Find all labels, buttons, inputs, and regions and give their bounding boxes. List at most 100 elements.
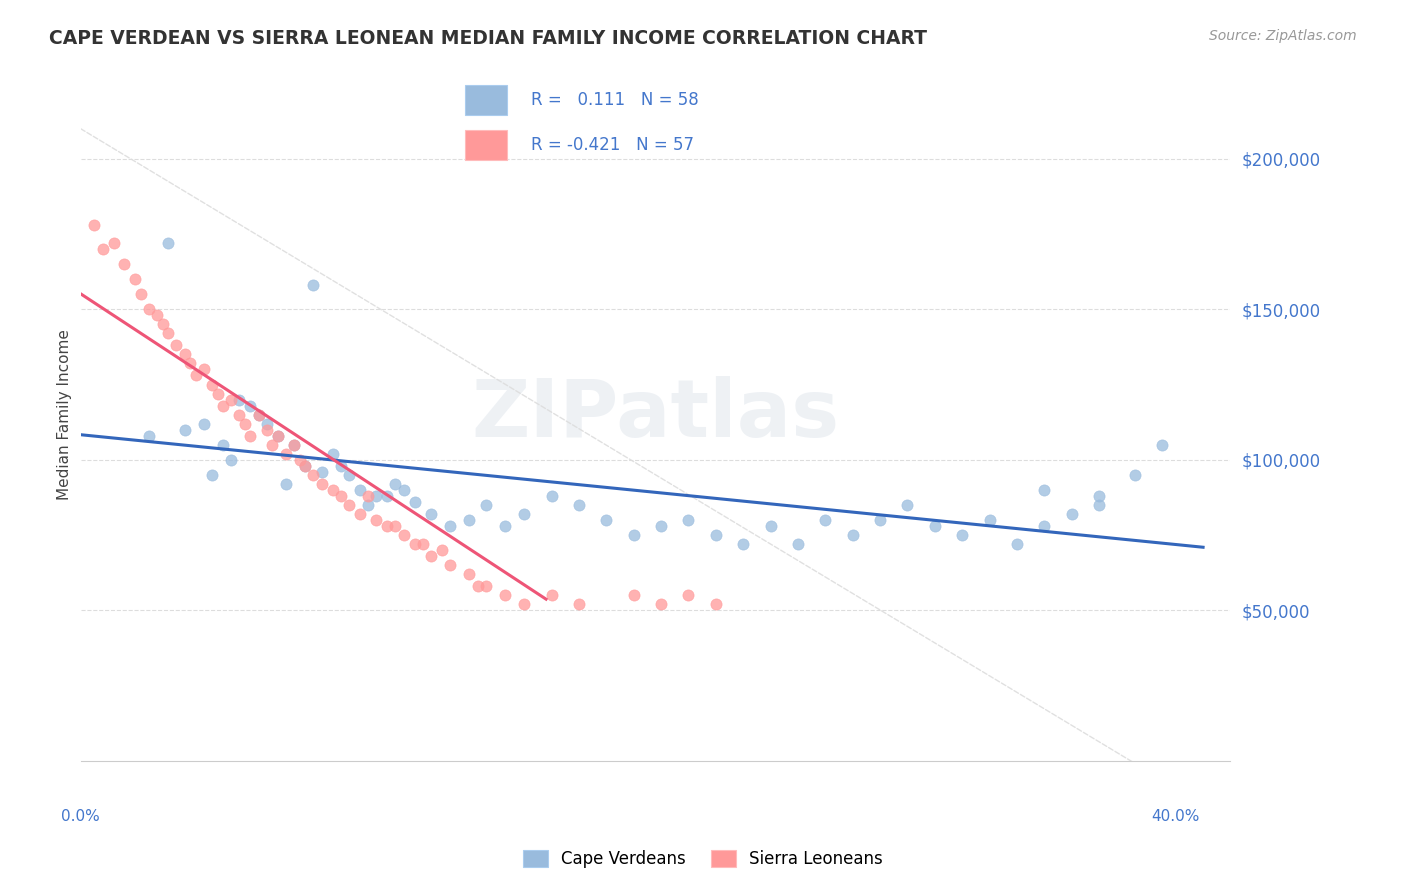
Point	[420, 549, 443, 563]
Text: CAPE VERDEAN VS SIERRA LEONEAN MEDIAN FAMILY INCOME CORRELATION CHART: CAPE VERDEAN VS SIERRA LEONEAN MEDIAN FA…	[49, 29, 927, 47]
Point	[1150, 438, 1173, 452]
Point	[950, 528, 973, 542]
Point	[173, 347, 195, 361]
Point	[311, 476, 333, 491]
Point	[458, 513, 481, 527]
Point	[366, 513, 388, 527]
Point	[157, 326, 180, 341]
Point	[294, 458, 316, 473]
Point	[568, 597, 591, 611]
Point	[392, 483, 415, 497]
Point	[384, 476, 406, 491]
Point	[623, 528, 645, 542]
Point	[979, 513, 1001, 527]
Point	[228, 408, 250, 422]
Point	[896, 498, 918, 512]
Point	[1060, 507, 1083, 521]
Point	[329, 458, 352, 473]
Point	[375, 489, 398, 503]
Point	[311, 465, 333, 479]
Point	[173, 423, 195, 437]
Point	[267, 428, 290, 442]
Point	[302, 467, 325, 482]
Point	[274, 476, 297, 491]
Point	[513, 507, 536, 521]
Point	[103, 235, 125, 250]
Point	[256, 423, 278, 437]
Point	[193, 362, 215, 376]
Point	[404, 537, 426, 551]
Point	[384, 519, 406, 533]
Point	[247, 408, 270, 422]
Point	[357, 489, 380, 503]
Point	[540, 588, 562, 602]
Point	[924, 519, 946, 533]
Point	[329, 489, 352, 503]
Point	[475, 579, 498, 593]
Point	[129, 287, 152, 301]
Point	[219, 452, 242, 467]
Point	[595, 513, 617, 527]
Point	[430, 543, 453, 558]
Point	[704, 597, 727, 611]
Text: 40.0%: 40.0%	[1152, 809, 1199, 824]
Point	[349, 507, 371, 521]
Point	[494, 519, 516, 533]
Text: Source: ZipAtlas.com: Source: ZipAtlas.com	[1209, 29, 1357, 43]
Point	[212, 438, 235, 452]
Point	[787, 537, 810, 551]
Point	[1033, 519, 1056, 533]
Point	[228, 392, 250, 407]
Point	[467, 579, 489, 593]
Text: ZIPatlas: ZIPatlas	[471, 376, 839, 454]
Point	[650, 597, 672, 611]
Point	[267, 428, 290, 442]
Point	[283, 438, 305, 452]
Point	[678, 513, 700, 527]
Point	[404, 495, 426, 509]
Point	[1033, 483, 1056, 497]
Point	[83, 218, 105, 232]
Point	[1123, 467, 1146, 482]
Point	[439, 519, 461, 533]
Point	[138, 428, 160, 442]
Point	[193, 417, 215, 431]
Point	[678, 588, 700, 602]
Point	[152, 318, 174, 332]
Point	[207, 386, 229, 401]
Point	[283, 438, 305, 452]
Point	[375, 519, 398, 533]
Point	[623, 588, 645, 602]
Point	[179, 356, 201, 370]
Point	[1088, 489, 1111, 503]
Point	[540, 489, 562, 503]
Point	[321, 447, 343, 461]
Point	[568, 498, 591, 512]
Point	[302, 278, 325, 293]
Point	[337, 498, 360, 512]
Point	[262, 438, 284, 452]
Legend: Cape Verdeans, Sierra Leoneans: Cape Verdeans, Sierra Leoneans	[515, 842, 891, 877]
Point	[412, 537, 434, 551]
Point	[201, 377, 224, 392]
Point	[814, 513, 837, 527]
Point	[349, 483, 371, 497]
Point	[733, 537, 755, 551]
Point	[650, 519, 672, 533]
Point	[458, 567, 481, 582]
Point	[337, 467, 360, 482]
Point	[91, 242, 114, 256]
Point	[124, 272, 146, 286]
Point	[357, 498, 380, 512]
Point	[239, 428, 262, 442]
Y-axis label: Median Family Income: Median Family Income	[58, 329, 72, 500]
Point	[288, 452, 311, 467]
Point	[212, 399, 235, 413]
Point	[475, 498, 498, 512]
Point	[166, 338, 188, 352]
Point	[841, 528, 863, 542]
Point	[184, 368, 207, 383]
Point	[201, 467, 224, 482]
Point	[392, 528, 415, 542]
Text: 0.0%: 0.0%	[62, 809, 100, 824]
